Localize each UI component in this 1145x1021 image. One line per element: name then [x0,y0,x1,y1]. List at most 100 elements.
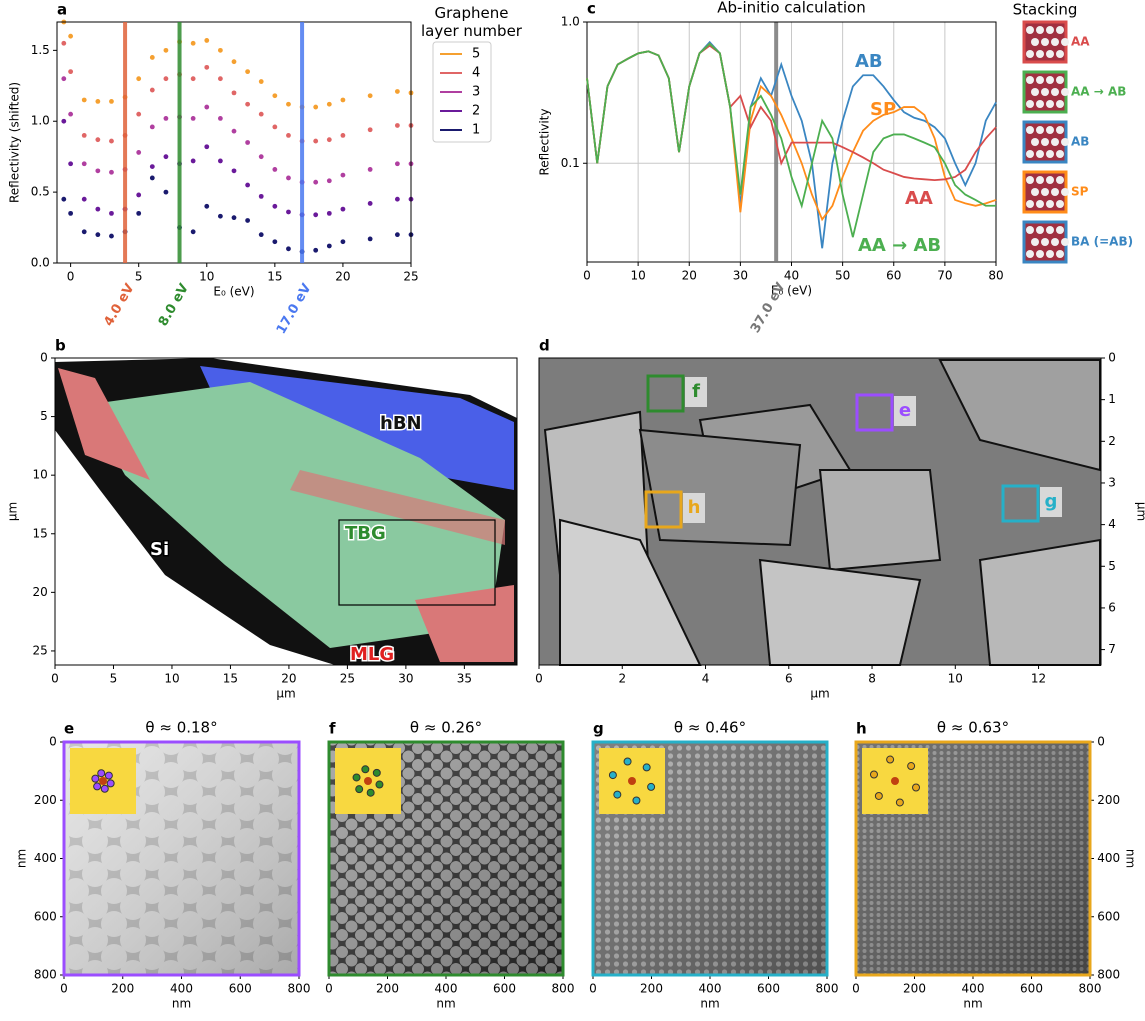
swatch-dot [1031,88,1039,96]
data-point [326,137,332,143]
y-tick-label: 0 [1097,735,1105,749]
fft-spot [361,765,370,774]
swatch-dot [1056,26,1064,34]
fft-spot [100,784,109,793]
swatch-dot [1041,138,1049,146]
x-tick-label: 50 [835,269,850,283]
swatch-dot [1061,88,1069,96]
data-point [367,93,373,99]
data-point [217,76,223,82]
fft-center [364,777,372,785]
grain [818,469,942,572]
y-tick-label: 800 [34,968,57,982]
data-point [81,97,87,103]
swatch-dot [1051,238,1059,246]
data-point [217,47,223,53]
data-point [231,215,237,221]
y-axis-label: nm [1124,849,1138,868]
swatch-dot [1056,76,1064,84]
data-point [163,154,169,160]
stacking-label: AA → AB [1071,85,1126,99]
panel-letter: a [57,1,67,19]
fft-spot [632,796,641,805]
data-point [286,246,291,252]
swatch-dot [1026,50,1034,58]
data-point [313,179,319,185]
swatch-dot [1031,238,1039,246]
image: f e h g [539,358,1101,666]
y-tick-label: 10 [33,468,48,482]
swatch-dot [1041,188,1049,196]
box-tag [1040,487,1062,517]
data-point [245,182,251,188]
data-point [394,89,400,94]
swatch-dot [1061,38,1069,46]
swatch-dot [1026,100,1034,108]
data-point [231,168,237,174]
x-tick-label: 2 [618,672,626,686]
data-point [95,98,101,104]
grain [938,359,1101,472]
data-point [81,161,87,167]
swatch-dot [1026,226,1034,234]
data-point [136,150,142,155]
x-tick-label: 5 [135,270,143,284]
stacking-label: SP [1071,185,1089,199]
data-point [258,111,264,117]
swatch-dot [1046,76,1054,84]
data-point [231,128,237,134]
region-box [855,393,894,432]
data-point [340,133,346,138]
data-point [245,218,251,223]
region-box [1001,484,1040,523]
plot-frame [327,740,565,977]
swatch-dot [1051,188,1059,196]
data-point [68,210,74,216]
data-point [61,40,67,46]
fft-spot [886,755,895,764]
data-point [81,133,87,138]
y-tick-label: 3 [1108,475,1116,489]
data-point [136,192,142,198]
x-tick-label: 200 [111,982,134,996]
series-label: SP [870,99,896,120]
series-line [586,42,996,238]
y-tick-label: 0.5 [31,185,50,199]
x-tick-label: 600 [493,982,516,996]
fft-spot [93,782,102,791]
data-point [68,111,74,117]
y-tick-label: 600 [34,909,57,923]
data-point [367,236,373,242]
swatch-dot [1026,76,1034,84]
data-point [340,206,346,212]
data-point [394,196,400,202]
x-tick-label: 15 [223,672,238,686]
panel-letter: d [539,337,550,355]
x-tick-label: 12 [1031,672,1046,686]
data-point [367,127,373,133]
data-point [136,210,142,216]
x-tick-label: 0 [589,982,597,996]
stacking-label: AA [1071,35,1090,49]
y-tick-label: 1 [1108,392,1116,406]
x-axis-label: E₀ (eV) [213,285,254,299]
annotation: MLG [350,644,394,665]
swatch-dot [1056,150,1064,158]
x-axis-label: E₀ (eV) [771,284,812,298]
data-point [367,167,373,172]
x-tick-label: 200 [640,982,663,996]
mlg-region [415,585,514,662]
x-tick-label: 200 [903,982,926,996]
data-point [204,104,210,110]
data-point [258,79,264,84]
legend-title: Graphene layer number [421,4,522,40]
swatch-dot [1046,200,1054,208]
data-point [190,40,196,46]
y-tick-label: 7 [1108,642,1116,656]
mlg-region [290,470,505,545]
data-point [149,164,155,170]
data-point [217,158,223,164]
